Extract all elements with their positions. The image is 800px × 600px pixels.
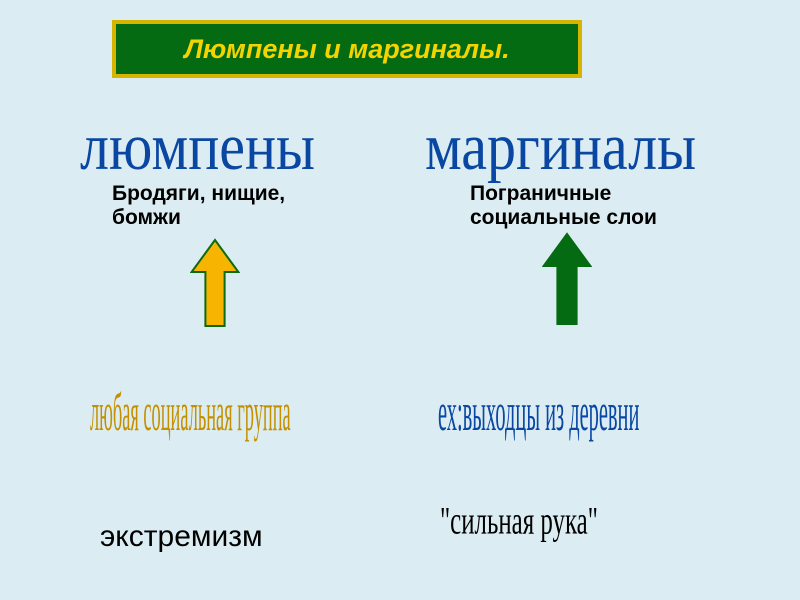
left-group-label: любая социальная группа: [90, 384, 291, 445]
left-bottom-text: экстремизм: [100, 520, 263, 554]
left-sub-line1: Бродяги, нищие,: [112, 182, 285, 205]
slide-canvas: Люмпены и маргиналы. люмпены Бродяги, ни…: [0, 0, 800, 600]
slide-title-text: Люмпены и маргиналы.: [184, 34, 509, 65]
slide-title-box: Люмпены и маргиналы.: [112, 20, 582, 78]
right-sub-line2: социальные слои: [470, 206, 657, 229]
right-bottom-text: "сильная рука": [440, 500, 598, 544]
right-heading: маргиналы: [425, 108, 696, 185]
left-subtext: Бродяги, нищие, бомжи: [112, 182, 285, 230]
right-subtext: Пограничные социальные слои: [470, 182, 657, 230]
right-arrow-up-icon: [542, 232, 592, 328]
left-heading: люмпены: [80, 108, 315, 185]
left-arrow-up-icon: [190, 238, 240, 330]
right-group-label: ех:выходцы из деревни: [438, 384, 639, 445]
left-sub-line2: бомжи: [112, 206, 181, 229]
right-sub-line1: Пограничные: [470, 182, 611, 205]
